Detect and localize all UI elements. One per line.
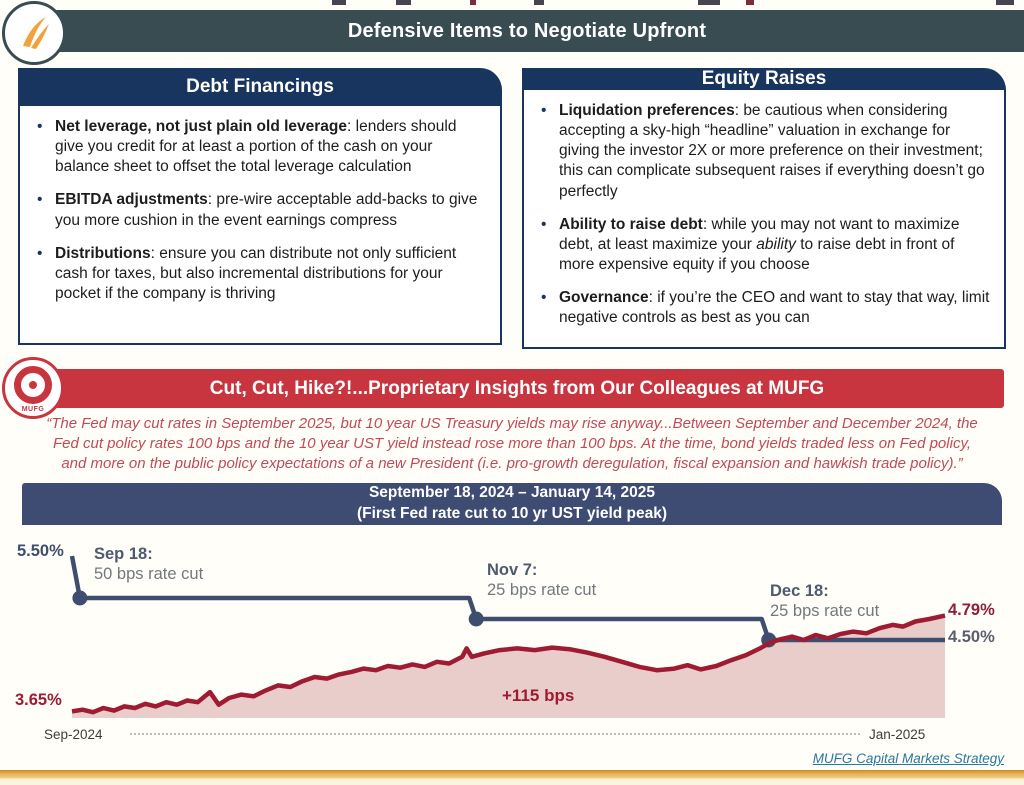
panel-body: Net leverage, not just plain old leverag… bbox=[18, 106, 502, 345]
page-title-bar: Defensive Items to Negotiate Upfront bbox=[30, 10, 1024, 52]
panel-equity-raises: Equity Raises Liquidation preferences: b… bbox=[522, 68, 1006, 350]
panel-debt-financings: Debt Financings Net leverage, not just p… bbox=[18, 68, 502, 345]
bullet-item: Ability to raise debt: while you may not… bbox=[532, 215, 992, 275]
bullet-list: Net leverage, not just plain old leverag… bbox=[28, 117, 488, 304]
cropped-text-artifact bbox=[698, 0, 720, 5]
panels-row: Debt Financings Net leverage, not just p… bbox=[18, 68, 1006, 350]
panel-header: Debt Financings bbox=[18, 68, 502, 106]
mufg-logo-dot bbox=[29, 380, 37, 389]
x-tick-sep-2024: Sep-2024 bbox=[44, 727, 103, 742]
bullet-item: Liquidation preferences: be cautious whe… bbox=[532, 101, 992, 202]
rate-cut-marker bbox=[468, 611, 484, 627]
mufg-logo-icon: MUFG bbox=[2, 357, 64, 419]
ust-area-fill bbox=[72, 615, 945, 718]
mufg-logo-label: MUFG bbox=[21, 405, 45, 413]
annotation-delta-bps: +115 bps bbox=[502, 686, 575, 705]
cropped-text-artifact bbox=[746, 0, 754, 5]
x-axis-dotted-line bbox=[130, 733, 860, 735]
fed-end-value-label: 4.50% bbox=[948, 628, 995, 646]
page-title: Defensive Items to Negotiate Upfront bbox=[347, 19, 707, 42]
chart-title-bar: September 18, 2024 – January 14, 2025 (F… bbox=[22, 483, 1002, 525]
cropped-text-artifact bbox=[332, 0, 346, 5]
insights-quote: “The Fed may cut rates in September 2025… bbox=[46, 415, 978, 473]
bullet-item: Governance: if you’re the CEO and want t… bbox=[532, 288, 992, 328]
annotation-date: Sep 18: bbox=[94, 545, 153, 563]
brand-swoosh-icon bbox=[23, 17, 49, 49]
annotation-text: 25 bps rate cut bbox=[770, 602, 880, 620]
bullet-list: Liquidation preferences: be cautious whe… bbox=[532, 101, 992, 328]
insights-banner: Cut, Cut, Hike?!...Proprietary Insights … bbox=[30, 369, 1004, 408]
cropped-text-artifact bbox=[470, 0, 476, 5]
panel-header: Equity Raises bbox=[522, 68, 1006, 90]
bullet-item: Distributions: ensure you can distribute… bbox=[28, 244, 488, 304]
bottom-margin-band bbox=[0, 779, 1024, 785]
ust-start-value-label: 3.65% bbox=[15, 691, 62, 709]
ust-yield-line bbox=[71, 613, 946, 715]
chart-title: September 18, 2024 – January 14, 2025 bbox=[368, 484, 656, 502]
insights-banner-title: Cut, Cut, Hike?!...Proprietary Insights … bbox=[209, 377, 825, 399]
cropped-text-artifact bbox=[996, 0, 1014, 5]
ust-end-value-label: 4.79% bbox=[948, 601, 995, 619]
panel-body: Liquidation preferences: be cautious whe… bbox=[522, 90, 1006, 350]
annotation-date: Dec 18: bbox=[770, 582, 829, 600]
chart-canvas bbox=[69, 555, 946, 718]
annotation-date: Nov 7: bbox=[487, 561, 538, 579]
annotation-text: 25 bps rate cut bbox=[487, 581, 597, 599]
bullet-item: Net leverage, not just plain old leverag… bbox=[28, 117, 488, 177]
footer-strategy-link[interactable]: MUFG Capital Markets Strategy bbox=[812, 751, 1004, 766]
annotation-sep18: Sep 18: 50 bps rate cut bbox=[94, 545, 203, 584]
annotation-dec18: Dec 18: 25 bps rate cut bbox=[770, 582, 879, 621]
cropped-text-artifact bbox=[396, 0, 411, 5]
cropped-text-artifact bbox=[534, 0, 544, 5]
x-tick-jan-2025: Jan-2025 bbox=[869, 727, 926, 742]
fed-start-value-label: 5.50% bbox=[17, 542, 64, 560]
panel-title: Debt Financings bbox=[186, 76, 334, 97]
panel-title: Equity Raises bbox=[701, 68, 827, 89]
gold-divider-rule bbox=[0, 770, 1024, 779]
chart-subtitle: (First Fed rate cut to 10 yr UST yield p… bbox=[356, 505, 668, 522]
mufg-logo-ring bbox=[14, 365, 52, 404]
bullet-item: EBITDA adjustments: pre-wire acceptable … bbox=[28, 190, 488, 230]
brand-logo bbox=[2, 1, 66, 65]
annotation-nov7: Nov 7: 25 bps rate cut bbox=[487, 561, 596, 600]
annotation-text: 50 bps rate cut bbox=[94, 565, 204, 583]
rate-cut-marker bbox=[72, 590, 88, 606]
